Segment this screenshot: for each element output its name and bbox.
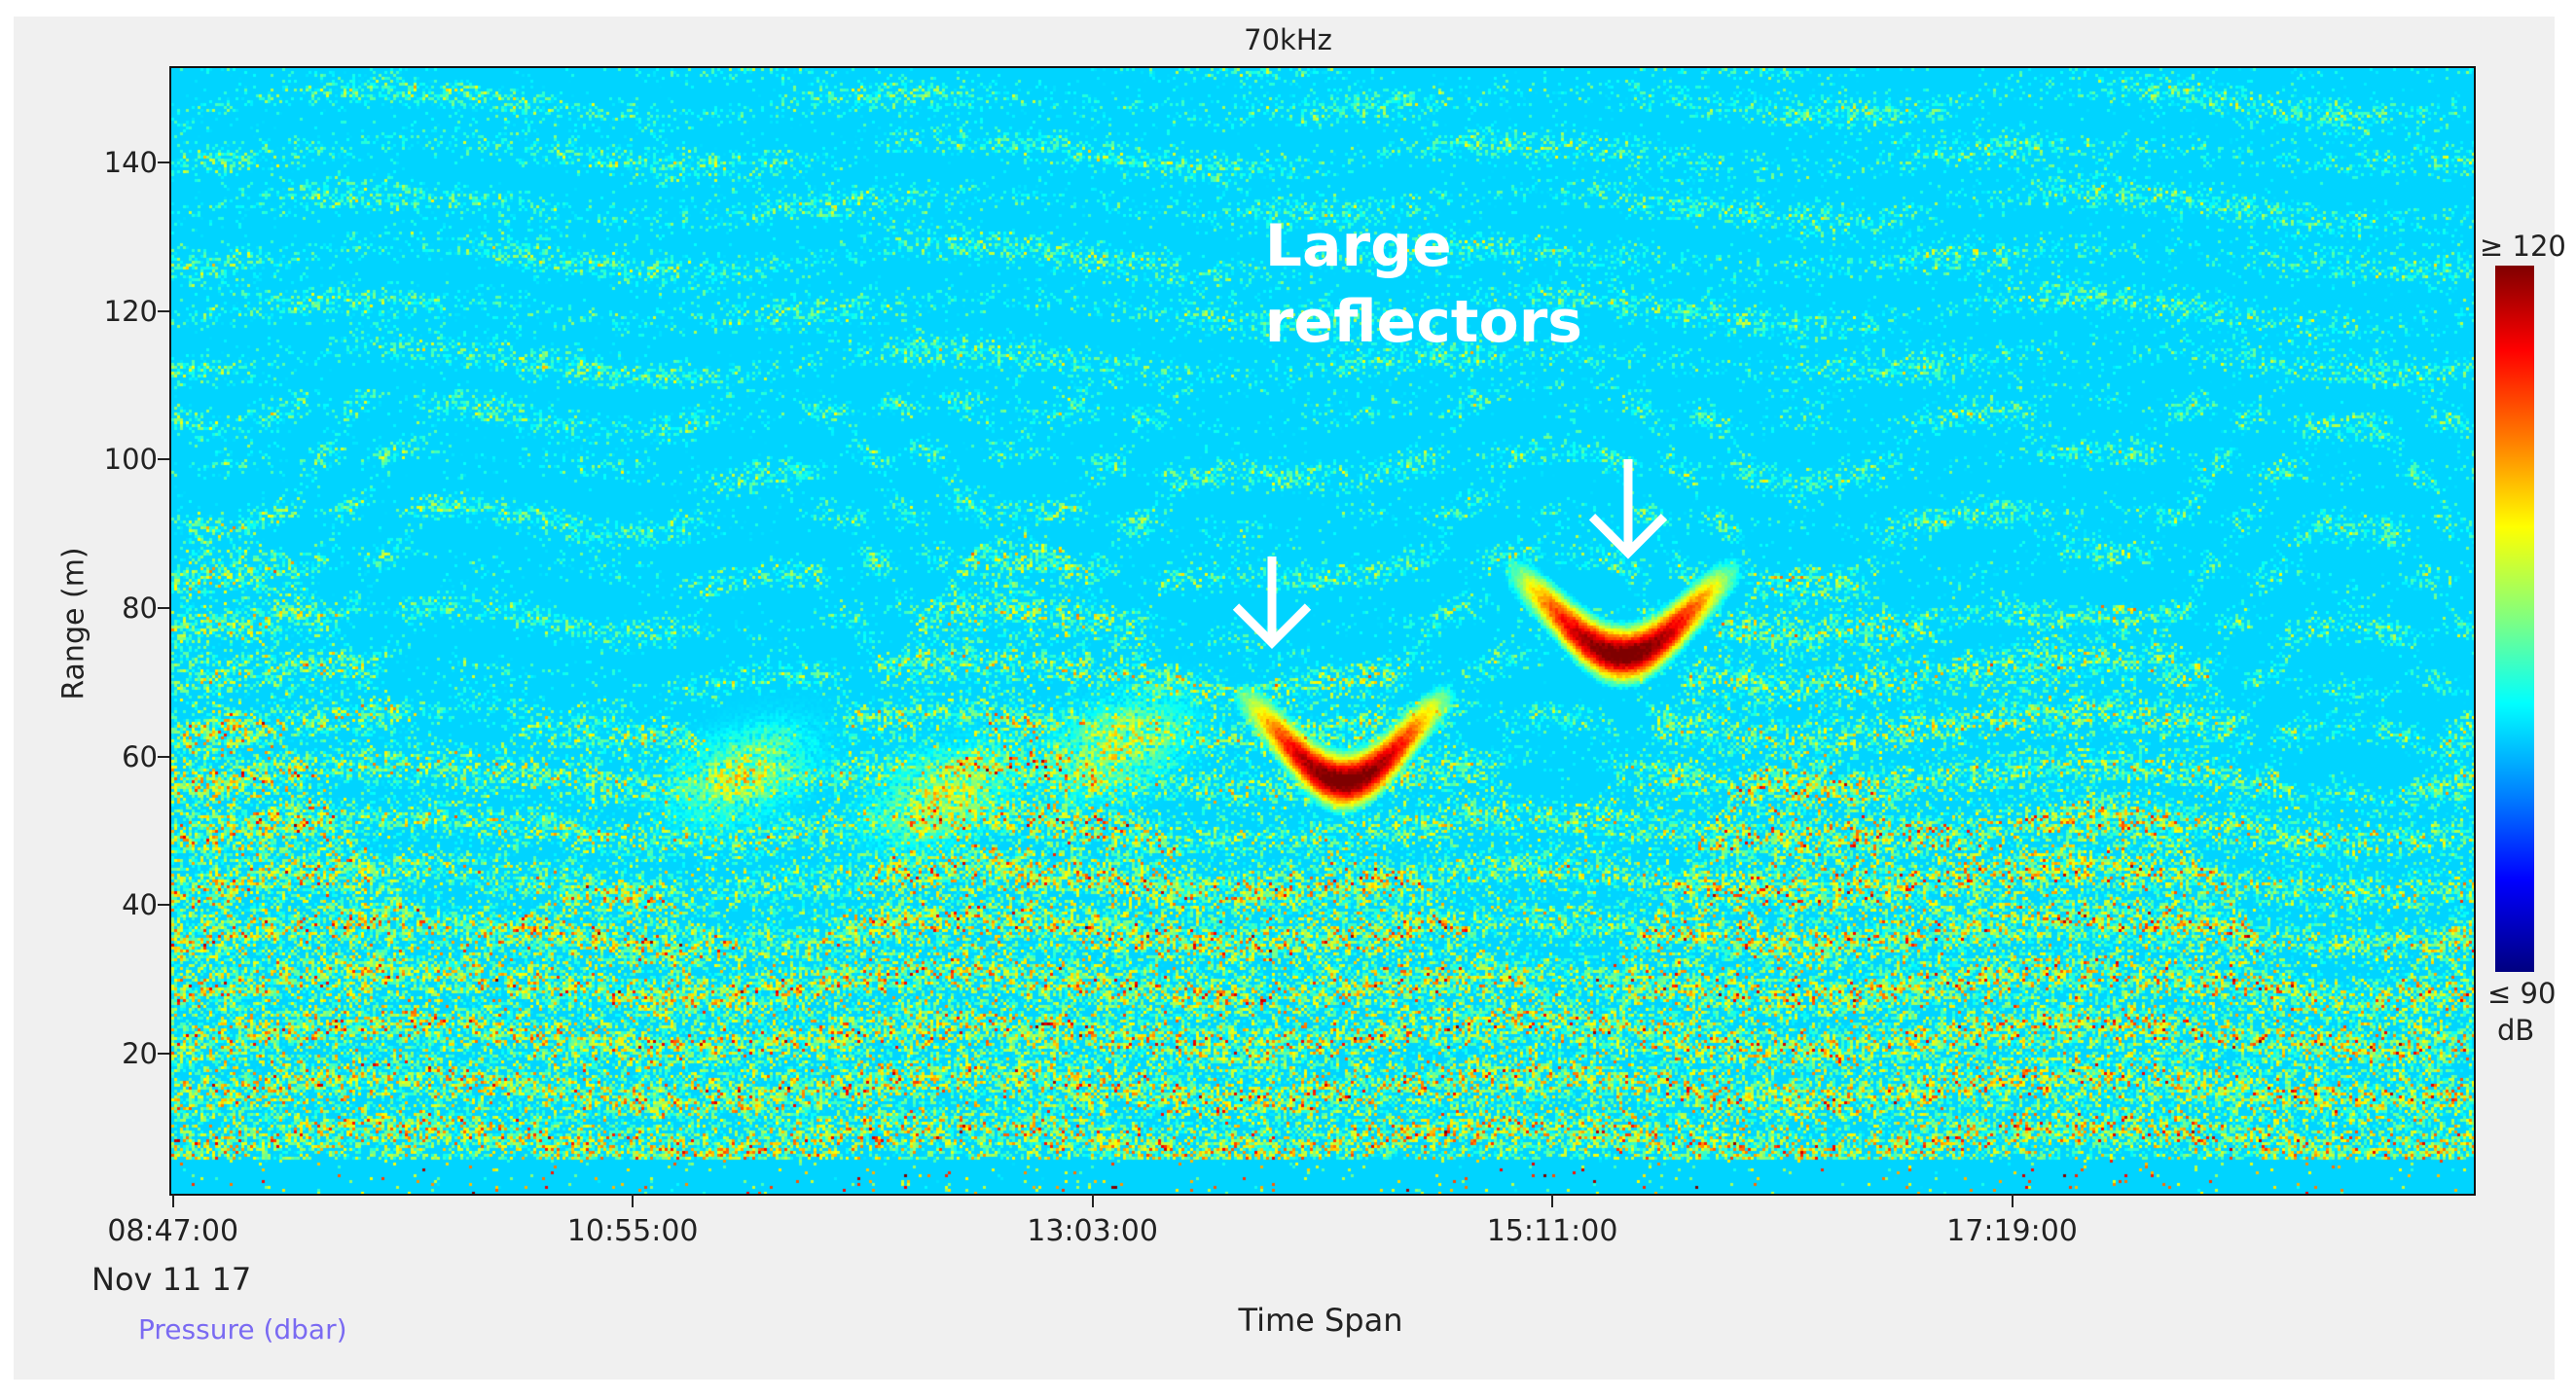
y-tick-mark [158, 309, 169, 312]
y-tick-mark [158, 458, 169, 461]
echogram-heatmap [171, 68, 2474, 1194]
x-tick-mark [171, 1194, 174, 1207]
down-arrow-icon [1588, 459, 1667, 560]
echogram-plot-area [169, 66, 2476, 1196]
y-tick-label: 20 [122, 1037, 158, 1071]
y-tick-mark [158, 904, 169, 907]
y-tick-label: 80 [122, 592, 158, 626]
y-tick-label: 100 [103, 443, 158, 477]
chart-title: 70kHz [1244, 23, 1332, 56]
x-tick-mark [1091, 1194, 1094, 1207]
x-tick-label: 17:19:00 [1946, 1214, 2078, 1248]
x-tick-label: 13:03:00 [1027, 1214, 1158, 1248]
x-tick-mark [1551, 1194, 1554, 1207]
y-tick-label: 120 [103, 294, 158, 328]
x-tick-label: 15:11:00 [1486, 1214, 1618, 1248]
y-axis-label: Range (m) [56, 547, 91, 700]
down-arrow-icon [1232, 556, 1312, 649]
x-tick-label: 08:47:00 [107, 1214, 239, 1248]
x-tick-label: 10:55:00 [566, 1214, 699, 1248]
colorbar-max-label: ≥ 120 [2480, 230, 2566, 263]
y-tick-mark [158, 1053, 169, 1056]
x-tick-mark [632, 1194, 635, 1207]
colorbar-min-label: ≤ 90 [2487, 977, 2557, 1010]
y-tick-label: 60 [122, 739, 158, 773]
pressure-legend-label[interactable]: Pressure (dbar) [138, 1313, 347, 1345]
x-axis-label: Time Span [1238, 1302, 1403, 1339]
y-tick-label: 40 [122, 888, 158, 922]
colorbar-unit-label: dB [2497, 1014, 2535, 1047]
colorbar [2495, 266, 2534, 972]
y-tick-mark [158, 755, 169, 758]
x-tick-mark [2011, 1194, 2014, 1207]
y-tick-label: 140 [103, 146, 158, 180]
y-tick-mark [158, 161, 169, 164]
y-tick-mark [158, 607, 169, 610]
annotation-label: Large reflectors [1264, 211, 1583, 356]
x-axis-date-label: Nov 11 17 [91, 1261, 252, 1298]
